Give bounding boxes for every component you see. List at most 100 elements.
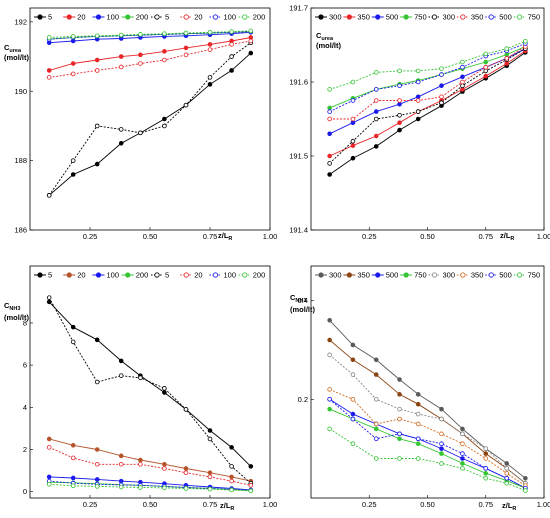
data-point <box>523 488 528 493</box>
data-point <box>70 442 76 448</box>
legend-label: 200 <box>136 271 149 280</box>
legend-label: 20 <box>194 13 202 22</box>
series-line <box>329 339 526 484</box>
data-point <box>397 377 402 382</box>
legend-swatch-marker <box>242 272 248 278</box>
data-point <box>350 116 356 122</box>
data-point <box>397 392 402 397</box>
data-point <box>327 337 332 343</box>
series-350-dotted <box>327 387 528 488</box>
data-point <box>162 49 167 54</box>
panel-2-plot-area <box>310 7 545 231</box>
data-point <box>183 45 189 51</box>
data-point <box>207 75 213 80</box>
data-point <box>350 79 356 85</box>
data-point <box>504 466 510 471</box>
data-point <box>373 372 379 377</box>
legend-swatch-marker <box>95 14 102 20</box>
data-point <box>118 461 124 467</box>
data-point <box>439 416 444 422</box>
panel-1-ylabel: Curea <box>4 43 22 54</box>
data-point <box>70 324 76 330</box>
legend-label: 5 <box>48 271 52 280</box>
data-point <box>327 109 332 114</box>
legend-swatch-marker <box>346 272 352 278</box>
legend-label: 200 <box>253 271 266 280</box>
data-point <box>46 295 52 300</box>
data-point <box>439 100 444 106</box>
data-point <box>415 436 421 442</box>
panel-1-axes: 0.25 0.50 0.75 1.00 186 188 190 192 <box>14 17 277 241</box>
series-line <box>49 31 251 44</box>
data-point <box>183 466 189 471</box>
x-tick-label: 0.50 <box>143 232 158 241</box>
legend-swatch-marker <box>212 272 219 278</box>
data-point <box>248 488 254 494</box>
series-300-dotted <box>327 352 528 486</box>
legend-item: 750 <box>513 13 540 22</box>
data-point <box>397 431 402 437</box>
legend-label: 500 <box>499 13 512 22</box>
data-point <box>207 428 213 433</box>
data-point <box>523 475 528 481</box>
legend-swatch-marker <box>517 14 523 20</box>
data-point <box>350 138 356 144</box>
data-point <box>207 42 213 47</box>
legend-label: 5 <box>165 13 169 22</box>
legend-swatch-marker <box>375 14 381 20</box>
data-point <box>94 33 100 39</box>
panel-1-series <box>46 28 254 198</box>
data-point <box>70 339 76 345</box>
data-point <box>94 68 100 73</box>
legend-label: 20 <box>77 13 85 22</box>
legend-swatch-marker <box>403 272 409 278</box>
series-100-solid <box>46 474 254 493</box>
data-point <box>70 172 76 177</box>
data-point <box>327 105 332 111</box>
data-point <box>483 451 489 456</box>
data-point <box>183 52 189 58</box>
panel-1-ylabel-unit: (mol/lt) <box>4 53 29 62</box>
series-line <box>329 48 526 164</box>
series-line <box>329 50 526 157</box>
data-point <box>94 447 100 452</box>
data-point <box>439 406 444 412</box>
panel-2-series <box>327 38 528 177</box>
data-point <box>207 436 213 442</box>
series-200-dotted <box>46 28 254 40</box>
panel-4-legend: 300 350 500 750 300 350 500 750 <box>315 271 540 280</box>
data-point <box>248 50 254 56</box>
legend-swatch-marker <box>125 272 131 278</box>
data-point <box>46 474 52 480</box>
series-line <box>49 483 251 492</box>
legend-item: 500 <box>485 13 512 22</box>
panel-2-ylabel-unit: (mol/lt) <box>316 41 341 50</box>
series-line <box>49 37 251 71</box>
legend-swatch-marker <box>318 14 324 20</box>
legend-swatch-marker <box>318 272 324 278</box>
legend-label: 20 <box>77 271 85 280</box>
data-point <box>46 481 52 487</box>
data-point <box>460 64 465 70</box>
legend-swatch-marker <box>154 272 160 278</box>
x-tick-label: 0.50 <box>420 232 435 241</box>
legend-item: 200 <box>238 271 266 280</box>
data-point <box>162 485 167 491</box>
data-point <box>415 441 421 447</box>
data-point <box>415 94 421 100</box>
panel-4-series <box>327 317 528 493</box>
data-point <box>483 51 489 57</box>
legend-label: 300 <box>329 271 342 280</box>
data-point <box>439 431 444 437</box>
y-tick-label: 2 <box>23 445 27 454</box>
y-tick-label: 6 <box>23 361 27 370</box>
panel-1: 5 20 100 200 5 20 100 200 0.25 0.50 0.75 1.00 186 18… <box>4 7 277 242</box>
data-point <box>483 456 489 461</box>
data-point <box>483 59 489 65</box>
series-500-dotted <box>327 396 528 491</box>
legend-item: 200 <box>238 13 265 22</box>
data-point <box>162 57 167 63</box>
panel-2-axes: 0.25 0.50 0.75 1.00 191.4 191.5 191.6 191.7 <box>289 4 550 242</box>
series-line <box>329 52 526 175</box>
data-point <box>460 466 465 471</box>
